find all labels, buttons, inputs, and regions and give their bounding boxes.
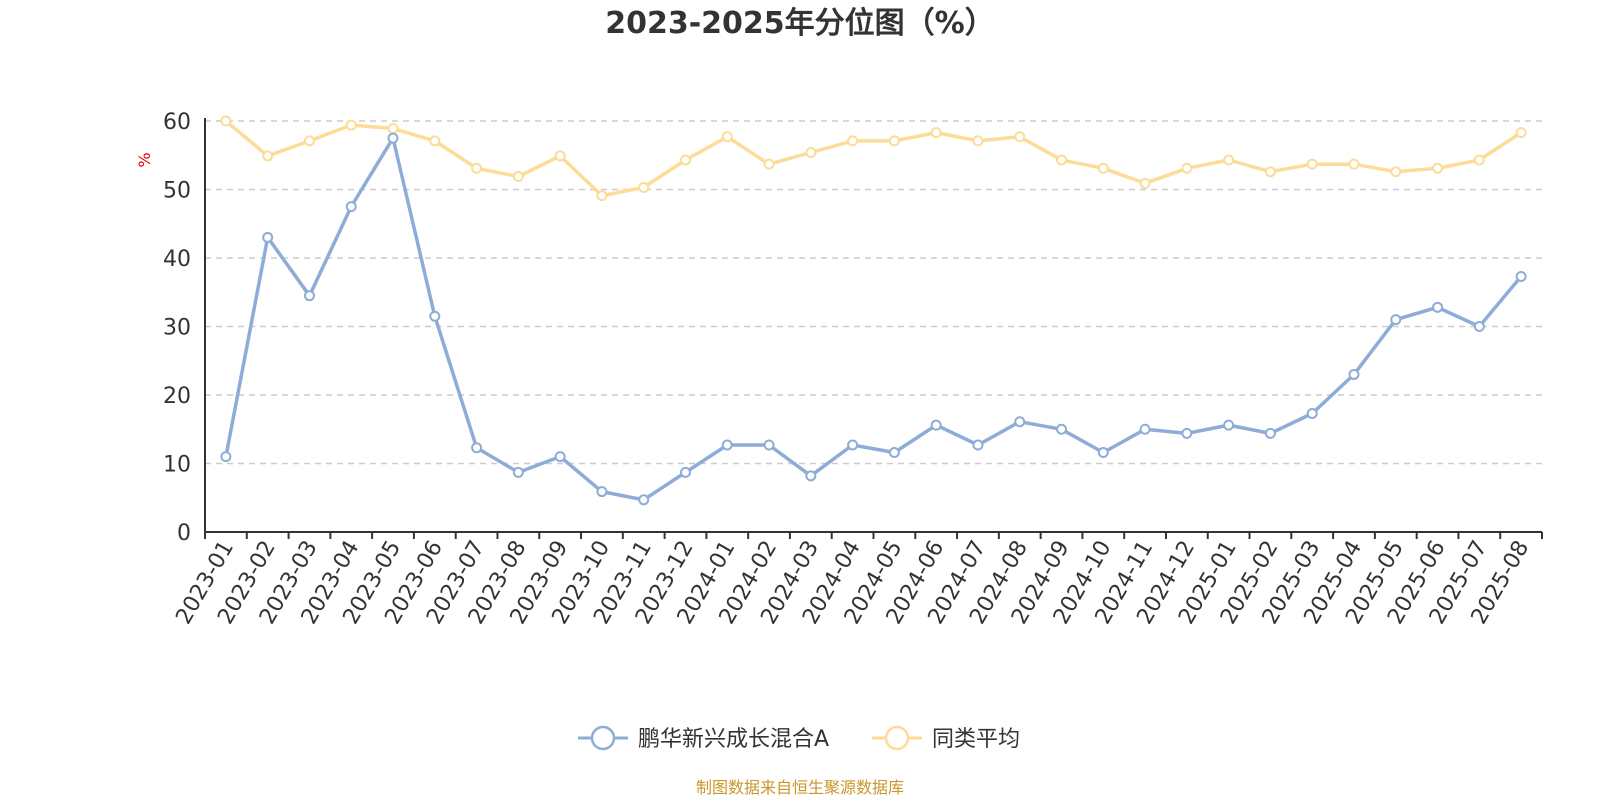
data-point[interactable] bbox=[429, 310, 441, 322]
data-point[interactable] bbox=[1139, 177, 1151, 189]
y-tick-label: 30 bbox=[163, 316, 191, 341]
data-point[interactable] bbox=[1473, 154, 1485, 166]
series-line bbox=[224, 136, 1523, 502]
data-point[interactable] bbox=[303, 135, 315, 147]
data-point[interactable] bbox=[847, 439, 859, 451]
data-point[interactable] bbox=[847, 135, 859, 147]
grid-lines bbox=[205, 120, 1542, 465]
data-point[interactable] bbox=[805, 147, 817, 159]
data-point[interactable] bbox=[972, 439, 984, 451]
data-point[interactable] bbox=[1264, 427, 1276, 439]
data-point[interactable] bbox=[1348, 368, 1360, 380]
legend-item-0[interactable]: 鹏华新兴成长混合A bbox=[578, 725, 829, 752]
data-point[interactable] bbox=[345, 201, 357, 213]
data-point[interactable] bbox=[1390, 166, 1402, 178]
data-point[interactable] bbox=[554, 451, 566, 463]
y-tick-label: 40 bbox=[163, 247, 191, 272]
data-point[interactable] bbox=[679, 466, 691, 478]
series-1 bbox=[220, 115, 1527, 202]
data-point[interactable] bbox=[512, 466, 524, 478]
data-point[interactable] bbox=[512, 170, 524, 182]
data-point[interactable] bbox=[220, 451, 232, 463]
data-point[interactable] bbox=[888, 447, 900, 459]
data-point[interactable] bbox=[1097, 162, 1109, 174]
y-tick-label: 50 bbox=[163, 179, 191, 204]
data-point[interactable] bbox=[1432, 301, 1444, 313]
data-point[interactable] bbox=[345, 119, 357, 131]
data-point[interactable] bbox=[1515, 127, 1527, 139]
data-point[interactable] bbox=[763, 158, 775, 170]
series-layer bbox=[220, 115, 1527, 506]
data-point[interactable] bbox=[262, 231, 274, 243]
series-line bbox=[224, 119, 1523, 198]
data-point[interactable] bbox=[1223, 154, 1235, 166]
y-tick-label: 20 bbox=[163, 384, 191, 409]
data-point[interactable] bbox=[303, 290, 315, 302]
data-point[interactable] bbox=[679, 154, 691, 166]
series-0 bbox=[220, 132, 1527, 506]
data-point[interactable] bbox=[387, 132, 399, 144]
y-axis-unit: % bbox=[135, 152, 154, 167]
data-point[interactable] bbox=[262, 150, 274, 162]
data-point[interactable] bbox=[638, 494, 650, 506]
data-point[interactable] bbox=[387, 123, 399, 135]
data-point[interactable] bbox=[554, 150, 566, 162]
data-point[interactable] bbox=[1139, 423, 1151, 435]
data-point[interactable] bbox=[1306, 158, 1318, 170]
data-point[interactable] bbox=[763, 439, 775, 451]
data-point[interactable] bbox=[930, 419, 942, 431]
data-point[interactable] bbox=[972, 135, 984, 147]
data-point[interactable] bbox=[888, 135, 900, 147]
legend-marker-icon bbox=[884, 725, 910, 751]
legend-item-1[interactable]: 同类平均 bbox=[872, 725, 1020, 752]
data-point[interactable] bbox=[1181, 427, 1193, 439]
data-point[interactable] bbox=[1264, 166, 1276, 178]
legend[interactable]: 鹏华新兴成长混合A 同类平均 bbox=[578, 725, 1020, 752]
data-point[interactable] bbox=[1515, 270, 1527, 282]
axes: 01020304050602023-012023-022023-032023-0… bbox=[163, 110, 1543, 629]
data-point[interactable] bbox=[930, 127, 942, 139]
chart-title: 2023-2025年分位图（%） bbox=[605, 6, 995, 41]
data-point[interactable] bbox=[1056, 154, 1068, 166]
data-point[interactable] bbox=[1306, 407, 1318, 419]
data-source-note: 制图数据来自恒生聚源数据库 bbox=[696, 778, 904, 797]
data-point[interactable] bbox=[1014, 131, 1026, 143]
data-point[interactable] bbox=[1223, 419, 1235, 431]
legend-label: 鹏华新兴成长混合A bbox=[638, 727, 829, 752]
data-point[interactable] bbox=[1181, 162, 1193, 174]
data-point[interactable] bbox=[429, 135, 441, 147]
data-point[interactable] bbox=[1432, 162, 1444, 174]
y-tick-label: 60 bbox=[163, 110, 191, 135]
data-point[interactable] bbox=[596, 486, 608, 498]
data-point[interactable] bbox=[721, 131, 733, 143]
data-point[interactable] bbox=[471, 162, 483, 174]
y-tick-label: 10 bbox=[163, 453, 191, 478]
data-point[interactable] bbox=[1348, 158, 1360, 170]
legend-label: 同类平均 bbox=[932, 727, 1020, 752]
data-point[interactable] bbox=[1473, 321, 1485, 332]
legend-marker-icon bbox=[590, 725, 616, 751]
data-point[interactable] bbox=[721, 439, 733, 451]
data-point[interactable] bbox=[596, 190, 608, 202]
data-point[interactable] bbox=[805, 470, 817, 482]
data-point[interactable] bbox=[220, 115, 232, 127]
data-point[interactable] bbox=[1056, 423, 1068, 435]
data-point[interactable] bbox=[1390, 314, 1402, 326]
data-point[interactable] bbox=[1097, 447, 1109, 459]
data-point[interactable] bbox=[1014, 416, 1026, 428]
data-point[interactable] bbox=[471, 442, 483, 454]
y-tick-label: 0 bbox=[177, 521, 191, 546]
data-point[interactable] bbox=[638, 181, 650, 193]
